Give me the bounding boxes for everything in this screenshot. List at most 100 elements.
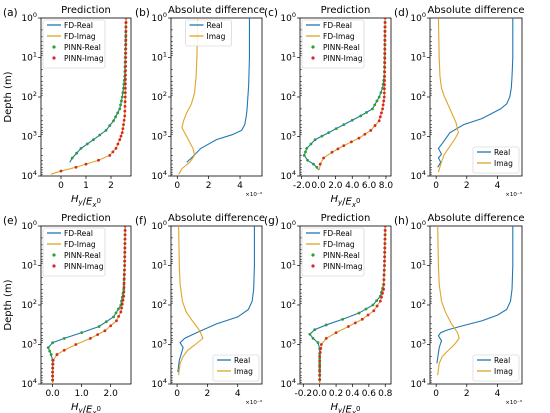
series-point-pinn-real <box>304 150 307 154</box>
series-point-pinn-imag <box>369 128 373 132</box>
y-tick-label: 100 <box>410 11 426 24</box>
series-point-pinn-imag <box>124 47 128 51</box>
series-point-pinn-real <box>313 328 317 332</box>
x-multiplier: ×10⁻³ <box>505 399 522 406</box>
panel-d: 100 101 102 103 104 0 2 4 ×10⁻³ Absolute differen… <box>394 5 525 198</box>
series-line-imag <box>437 226 460 376</box>
series-point-pinn-real <box>364 307 368 311</box>
series-point-pinn-imag <box>123 237 127 241</box>
series-point-pinn-real <box>312 162 315 166</box>
series-point-pinn-imag <box>124 73 127 77</box>
series-point-pinn-real <box>112 119 115 123</box>
legend-entry: FD-Real <box>64 21 93 30</box>
legend-entry: FD-Imag <box>64 32 96 41</box>
legend-entry: PINN-Imag <box>323 54 363 63</box>
series-point-pinn-imag <box>124 34 128 37</box>
y-tick-label: 101 <box>280 259 296 272</box>
legend: FD-Real FD-Imag PINN-Real PINN-Imag <box>301 19 365 69</box>
series-point-pinn-imag <box>380 295 383 299</box>
legend-box <box>472 354 520 382</box>
series-point-pinn-real <box>365 110 368 114</box>
series-point-pinn-real <box>341 317 345 321</box>
y-tick-label: 104 <box>410 377 426 390</box>
y-tick-label: 100 <box>21 11 37 24</box>
series-point-pinn-imag <box>109 324 113 328</box>
series-point-pinn-imag <box>378 115 382 119</box>
series-point-pinn-real <box>318 357 322 360</box>
series-point-pinn-imag <box>124 60 128 64</box>
series-point-pinn-imag <box>123 105 127 108</box>
x-tick-label: 4 <box>235 389 241 399</box>
x-tick-label: 1 <box>83 181 89 191</box>
x-axis-label: Hy/Ex0 <box>330 194 360 209</box>
y-tick-label: 104 <box>151 169 167 182</box>
legend-swatch <box>311 56 315 60</box>
series-point-pinn-real <box>306 158 309 162</box>
series-line-real <box>436 226 514 364</box>
y-tick-label: 100 <box>410 219 426 232</box>
series-point-pinn-imag <box>122 272 126 276</box>
series-point-pinn-real <box>375 299 379 303</box>
legend-swatch <box>311 264 315 268</box>
series-point-pinn-imag <box>383 255 387 259</box>
series-point-pinn-imag <box>380 111 383 115</box>
panel-title: Prediction <box>61 213 111 224</box>
y-tick-label: 100 <box>21 219 37 232</box>
legend-entry: PINN-Imag <box>64 54 104 63</box>
y-tick-label: 101 <box>21 259 37 272</box>
legend-entry: Real <box>494 356 510 365</box>
x-tick-label: 0.0 <box>313 389 328 399</box>
y-tick-label: 100 <box>280 11 296 24</box>
legend-box <box>185 19 232 47</box>
series-point-pinn-real <box>49 353 53 356</box>
y-tick-label: 103 <box>151 338 167 351</box>
series-group <box>437 18 514 173</box>
y-tick-label: 104 <box>280 169 296 182</box>
y-tick-label: 103 <box>151 130 167 143</box>
series-point-pinn-imag <box>111 150 115 154</box>
series-point-pinn-imag <box>108 153 112 157</box>
y-tick-label: 102 <box>280 298 296 311</box>
series-point-pinn-imag <box>123 86 127 90</box>
series-point-pinn-imag <box>383 61 387 65</box>
series-point-pinn-real <box>104 320 108 324</box>
series-point-pinn-real <box>120 95 124 99</box>
series-point-pinn-real <box>342 123 346 127</box>
legend-box <box>301 227 365 277</box>
series-point-pinn-real <box>375 99 379 103</box>
x-tick-label: 2 <box>464 181 470 191</box>
series-point-pinn-imag <box>383 226 387 228</box>
series-point-pinn-imag <box>122 123 125 127</box>
series-point-pinn-imag <box>322 156 325 160</box>
x-tick-label: 4 <box>495 389 501 399</box>
series-point-pinn-imag <box>363 132 367 136</box>
panel-label: (a) <box>3 7 18 19</box>
panel-label: (f) <box>135 215 147 227</box>
series-point-pinn-imag <box>346 325 350 328</box>
legend-entry: PINN-Imag <box>323 262 363 271</box>
legend-entry: Imag <box>234 367 253 376</box>
series-point-pinn-imag <box>74 165 78 169</box>
series-point-pinn-imag <box>122 118 126 122</box>
series-point-pinn-imag <box>55 353 59 356</box>
series-point-pinn-imag <box>383 246 387 250</box>
y-tick-label: 102 <box>410 90 426 103</box>
y-tick-label: 103 <box>21 130 37 143</box>
series-point-pinn-real <box>85 142 89 146</box>
panel-title: Prediction <box>321 213 371 224</box>
series-point-pinn-imag <box>51 374 55 378</box>
series-point-pinn-real <box>320 134 324 138</box>
series-point-pinn-real <box>308 332 312 336</box>
y-axis-label: Depth (m) <box>3 71 14 122</box>
legend-entry: FD-Real <box>323 229 352 238</box>
panel-title: Prediction <box>321 5 371 16</box>
legend-entry: Imag <box>494 159 513 168</box>
legend-entry: Imag <box>494 367 513 376</box>
x-tick-label: 0 <box>58 181 64 191</box>
y-tick-label: 101 <box>410 259 426 272</box>
panel-label: (d) <box>394 7 409 19</box>
legend-entry: PINN-Real <box>323 251 360 260</box>
series-point-pinn-real <box>379 91 383 95</box>
legend-box <box>212 354 260 382</box>
series-point-pinn-imag <box>124 78 127 81</box>
